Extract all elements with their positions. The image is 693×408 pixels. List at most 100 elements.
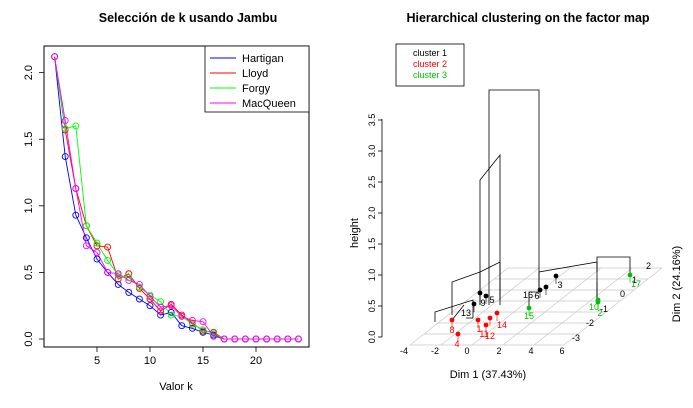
hcpc-point-cluster-1 (543, 284, 549, 290)
jambu-data-point-lloyd (114, 275, 122, 283)
hcpc-point-label: 3 (557, 280, 562, 290)
jambu-y-axis: 0.0 0.5 1.0 1.5 2.0 (23, 65, 44, 347)
jambu-data-point-hartigan (146, 302, 154, 310)
jambu-legend-label: Hartigan (242, 53, 284, 65)
jambu-data-point-hartigan (188, 324, 196, 332)
hcpc-y-axis: -3 -2 -1 0 1 2 Dim 2 (24.16%) (572, 246, 683, 343)
hcpc-point-label: 10 (589, 302, 599, 312)
jambu-data-point-macqueen (93, 248, 101, 256)
hcpc-point-cluster-1 (477, 290, 483, 296)
hcpc-height-axis-label: height (349, 218, 361, 248)
jambu-chart-title: Selección de k usando Jambu (99, 11, 278, 25)
hcpc-grid-line (502, 267, 602, 346)
hcpc-point-cluster-2 (483, 322, 489, 328)
jambu-y-tick-label: 1.5 (23, 132, 35, 147)
jambu-data-point-forgy (199, 326, 207, 334)
jambu-y-tick-label: 0.5 (23, 265, 35, 280)
hcpc-point-label: 17 (631, 279, 641, 289)
dendrogram-branch (488, 89, 540, 305)
hcpc-floor-grid (409, 267, 663, 346)
hcpc-point-label: 6 (534, 291, 539, 301)
hcpc-height-tick-label: 1.0 (367, 269, 377, 282)
jambu-data-point-hartigan (61, 153, 69, 160)
hcpc-point-label: 13 (461, 308, 471, 318)
hcpc-x-tick-label: -2 (431, 346, 439, 356)
jambu-data-point-forgy (82, 222, 90, 230)
hcpc-point-cluster-3 (526, 305, 532, 311)
jambu-data-point-hartigan (125, 288, 133, 296)
hcpc-height-axis: 0.0 0.5 1.0 1.5 2.0 2.5 3.0 3.5 height (349, 114, 383, 343)
jambu-data-point-macqueen (252, 335, 260, 343)
hcpc-legend-box (395, 43, 465, 87)
hcpc-chart-panel: Hierarchical clustering on the factor ma… (340, 0, 693, 403)
jambu-legend: Hartigan Lloyd Forgy MacQueen (204, 45, 310, 113)
hcpc-point-label: 16 (523, 290, 533, 300)
jambu-data-point-lloyd (93, 242, 101, 250)
jambu-data-point-forgy (167, 311, 175, 319)
dendrogram-branch (596, 256, 631, 275)
hcpc-point-label: 1 (476, 324, 481, 334)
hcpc-point-cluster-1 (537, 287, 543, 293)
jambu-data-point-lloyd (146, 295, 154, 303)
jambu-x-tick-label: 20 (250, 355, 262, 367)
hcpc-y-tick-label: -1 (600, 304, 608, 314)
jambu-data-point-forgy (104, 256, 112, 264)
jambu-data-point-macqueen (210, 332, 218, 340)
jambu-data-point-hartigan (178, 322, 186, 330)
jambu-plot-box (43, 45, 310, 348)
hcpc-legend-label: cluster 2 (413, 59, 447, 69)
jambu-data-point-macqueen (199, 318, 207, 326)
hcpc-point-label: 11 (479, 329, 488, 339)
jambu-data-point-macqueen (157, 303, 165, 311)
jambu-y-tick-label: 2.0 (23, 65, 35, 80)
hcpc-point-cluster-1 (471, 301, 477, 307)
jambu-data-point-hartigan (82, 234, 90, 242)
jambu-data-point-macqueen (51, 53, 59, 61)
jambu-data-point-macqueen (263, 335, 271, 343)
jambu-data-point-lloyd (157, 307, 165, 315)
hcpc-y-tick-label: 2 (646, 261, 651, 271)
jambu-data-point-macqueen (135, 280, 143, 288)
jambu-data-point-hartigan (167, 308, 175, 316)
jambu-legend-label: Forgy (242, 83, 271, 95)
hcpc-x-tick-label: 2 (496, 346, 501, 356)
jambu-data-point-hartigan (93, 255, 101, 263)
jambu-y-tick-label: 0.0 (23, 331, 35, 346)
jambu-chart-panel: Selección de k usando Jambu 0.0 0.5 1.0 1.5… (0, 0, 340, 403)
jambu-data-point-macqueen (82, 242, 90, 250)
hcpc-height-tick-label: 3.0 (367, 145, 377, 158)
hcpc-point-cluster-1 (483, 293, 489, 299)
jambu-data-point-forgy (72, 122, 80, 130)
hcpc-point-cluster-1 (553, 273, 559, 279)
jambu-data-point-macqueen (61, 117, 69, 125)
jambu-data-point-forgy (61, 125, 69, 133)
jambu-legend-box (204, 45, 310, 113)
dendrogram-branch (538, 261, 598, 300)
jambu-data-point-macqueen (231, 335, 239, 343)
jambu-data-point-macqueen (104, 268, 112, 276)
hcpc-y-axis-label: Dim 2 (24.16%) (671, 246, 683, 322)
jambu-data-point-macqueen (125, 276, 133, 284)
hcpc-dendrogram (434, 89, 631, 322)
dendrogram-branch (451, 271, 481, 315)
hcpc-point-label: 8 (449, 325, 454, 335)
hcpc-x-tick-label: 0 (464, 346, 469, 356)
hcpc-chart: Hierarchical clustering on the factor ma… (349, 11, 683, 381)
jambu-data-point-forgy (210, 330, 218, 338)
jambu-data-point-hartigan (114, 280, 122, 288)
dendrogram-branch (528, 291, 539, 308)
jambu-data-point-macqueen (114, 270, 122, 278)
dendrogram-branch (479, 153, 501, 305)
hcpc-legend-label: cluster 1 (413, 48, 447, 58)
hcpc-x-axis-label: Dim 1 (37.43%) (450, 369, 526, 381)
hcpc-height-tick-label: 3.5 (367, 114, 377, 127)
jambu-data-point-macqueen (167, 302, 175, 310)
jambu-x-tick-label: 10 (144, 355, 156, 367)
hcpc-point-cluster-2 (487, 315, 493, 321)
dendrogram-branch (451, 304, 465, 321)
jambu-data-point-macqueen (273, 335, 281, 343)
jambu-legend-label: MacQueen (242, 98, 296, 110)
jambu-series-points (51, 53, 302, 343)
jambu-x-axis: 5 10 15 20 (94, 347, 262, 367)
